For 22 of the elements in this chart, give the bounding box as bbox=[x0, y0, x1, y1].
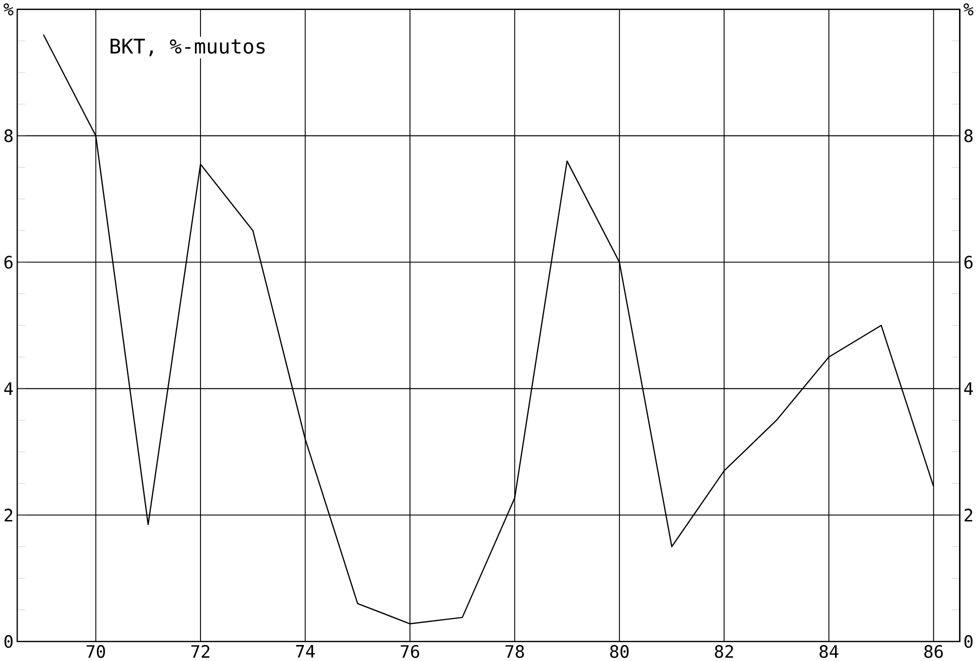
y-tick-label: 8 bbox=[4, 129, 13, 142]
x-tick-label: 74 bbox=[296, 644, 315, 658]
y2-tick-label: 4 bbox=[964, 382, 973, 395]
x-tick-label: 78 bbox=[506, 644, 524, 658]
x-tick-label: 72 bbox=[191, 644, 210, 658]
y2-tick-label: 6 bbox=[964, 256, 973, 268]
x-tick-label: 70 bbox=[86, 644, 105, 658]
y2-tick-label: 2 bbox=[964, 508, 972, 522]
y2-tick-label: 8 bbox=[964, 129, 973, 142]
y2-tick-label: % bbox=[964, 3, 974, 16]
y2-tick-label: 0 bbox=[964, 634, 973, 648]
y-tick-label: 0 bbox=[4, 634, 13, 648]
x-tick-label: 80 bbox=[610, 644, 629, 658]
x-tick-label: 82 bbox=[714, 644, 734, 658]
text: BKT, %-muutos bbox=[110, 38, 265, 56]
y-tick-label: 6 bbox=[4, 256, 13, 268]
y-tick-label: % bbox=[4, 3, 14, 16]
x-tick-label: 86 bbox=[924, 644, 943, 658]
y-tick-label: 4 bbox=[4, 382, 13, 395]
x-tick-label: 84 bbox=[820, 644, 838, 658]
x-tick-label: 76 bbox=[400, 644, 420, 658]
y-tick-label: 2 bbox=[4, 508, 12, 522]
